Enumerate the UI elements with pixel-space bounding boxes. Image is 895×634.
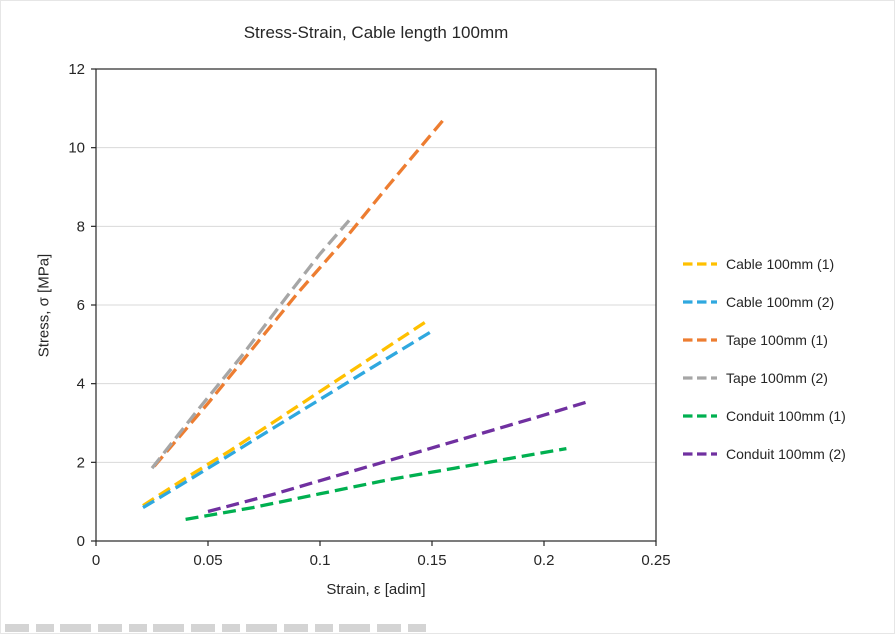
series-line-5: [207, 399, 590, 514]
series-line-2: [152, 119, 445, 468]
x-tick-label: 0.25: [641, 552, 670, 569]
legend-item: Tape 100mm (1): [682, 329, 846, 351]
legend-swatch-dashed-line: [683, 262, 717, 266]
chart-title: Stress-Strain, Cable length 100mm: [243, 23, 509, 42]
series-line-0: [142, 319, 429, 507]
y-tick-label: 8: [77, 218, 85, 235]
y-axis-title: Stress, σ [MPa]: [35, 253, 53, 358]
legend-item: Conduit 100mm (2): [682, 443, 846, 465]
series-line-3: [150, 219, 351, 470]
series-line-1: [142, 331, 431, 510]
legend-label: Conduit 100mm (2): [726, 446, 846, 462]
y-tick-label: 10: [68, 140, 85, 157]
legend-item: Conduit 100mm (1): [682, 405, 846, 427]
legend-item: Tape 100mm (2): [682, 367, 846, 389]
legend-item: Cable 100mm (1): [682, 253, 846, 275]
x-tick-label: 0.15: [417, 552, 446, 569]
y-tick-label: 6: [77, 297, 85, 314]
y-tick-label: 4: [77, 376, 85, 393]
x-tick-label: 0: [92, 552, 100, 569]
legend-label: Conduit 100mm (1): [726, 408, 846, 424]
y-tick-label: 0: [77, 533, 85, 550]
legend-label: Cable 100mm (1): [726, 256, 835, 272]
x-tick-label: 0.1: [310, 552, 331, 569]
legend-label: Cable 100mm (2): [726, 294, 835, 310]
y-tick-label: 2: [77, 454, 85, 471]
series-line-4: [185, 446, 567, 522]
legend-label: Tape 100mm (1): [726, 332, 828, 348]
legend-swatch-dashed-line: [683, 376, 717, 380]
legend-swatch-dashed-line: [683, 414, 717, 418]
x-tick-label: 0.2: [534, 552, 555, 569]
x-tick-label: 0.05: [193, 552, 222, 569]
legend-label: Tape 100mm (2): [726, 370, 828, 386]
chart-legend: Cable 100mm (1) Cable 100mm (2) Tape 100mm…: [682, 253, 846, 465]
legend-swatch-dashed-line: [683, 452, 717, 456]
y-tick-label: 12: [68, 61, 85, 78]
legend-item: Cable 100mm (2): [682, 291, 846, 313]
legend-swatch-dashed-line: [683, 338, 717, 342]
legend-swatch-dashed-line: [683, 300, 717, 304]
x-axis-title: Strain, ε [adim]: [326, 581, 426, 598]
cropped-caption-text: [5, 624, 429, 632]
